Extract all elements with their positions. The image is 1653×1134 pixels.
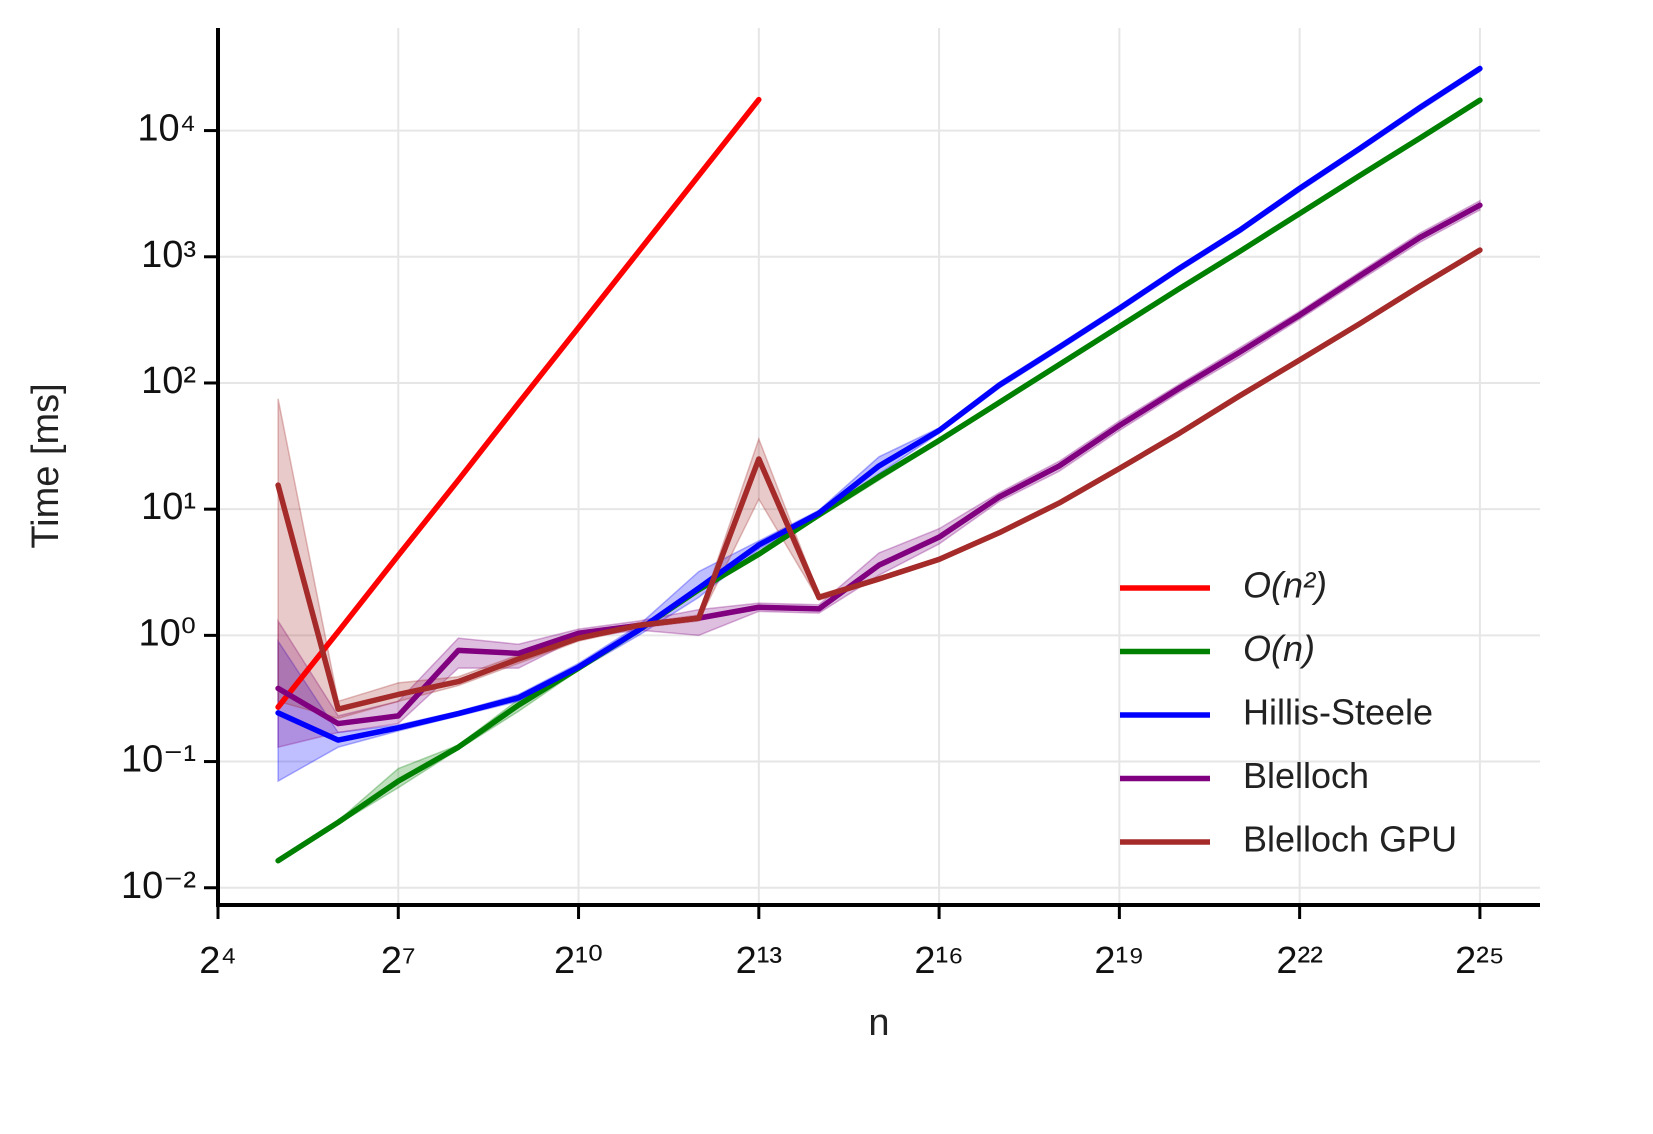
x-tick-label: 2¹⁹ bbox=[1094, 940, 1144, 982]
series-line bbox=[275, 97, 1483, 864]
x-tick-label: 2²² bbox=[1276, 940, 1322, 982]
axes: 2⁴ 2⁷ 2¹⁰ 2¹³ 2¹⁶ 2¹⁹ 2²² 2²⁵ 10⁻² 10⁻¹ 10⁰ 10¹ 10² 1… bbox=[121, 28, 1540, 982]
legend-label: O(n) bbox=[1243, 628, 1315, 669]
y-tick-label: 10⁴ bbox=[137, 108, 196, 150]
legend-label: Blelloch bbox=[1243, 755, 1369, 796]
x-axis-label: n bbox=[868, 1002, 889, 1044]
legend-label: Blelloch GPU bbox=[1243, 819, 1457, 860]
lines bbox=[275, 65, 1483, 864]
y-axis-label: Time [ms] bbox=[25, 383, 67, 548]
x-tick-label: 2⁷ bbox=[381, 940, 416, 982]
series-line bbox=[275, 247, 1483, 712]
y-tick-label: 10³ bbox=[141, 234, 196, 276]
series-line bbox=[275, 65, 1483, 743]
y-tick-label: 10⁻¹ bbox=[121, 739, 196, 781]
y-tick-label: 10⁰ bbox=[138, 612, 196, 654]
y-tick-label: 10² bbox=[141, 360, 196, 402]
legend-label: O(n²) bbox=[1243, 565, 1327, 606]
legend-label: Hillis-Steele bbox=[1243, 692, 1433, 733]
legend: O(n²) O(n) Hillis-Steele Blelloch Blelloch G… bbox=[1120, 565, 1457, 860]
x-tick-label: 2²⁵ bbox=[1455, 940, 1505, 982]
x-tick-label: 2¹³ bbox=[736, 940, 782, 982]
x-tick-label: 2⁴ bbox=[199, 940, 236, 982]
x-tick-label: 2¹⁶ bbox=[914, 940, 963, 982]
y-tick-label: 10¹ bbox=[141, 486, 196, 528]
series-line bbox=[275, 202, 1483, 727]
y-tick-label: 10⁻² bbox=[121, 865, 196, 907]
series-line bbox=[275, 96, 762, 710]
x-tick-label: 2¹⁰ bbox=[554, 940, 603, 982]
